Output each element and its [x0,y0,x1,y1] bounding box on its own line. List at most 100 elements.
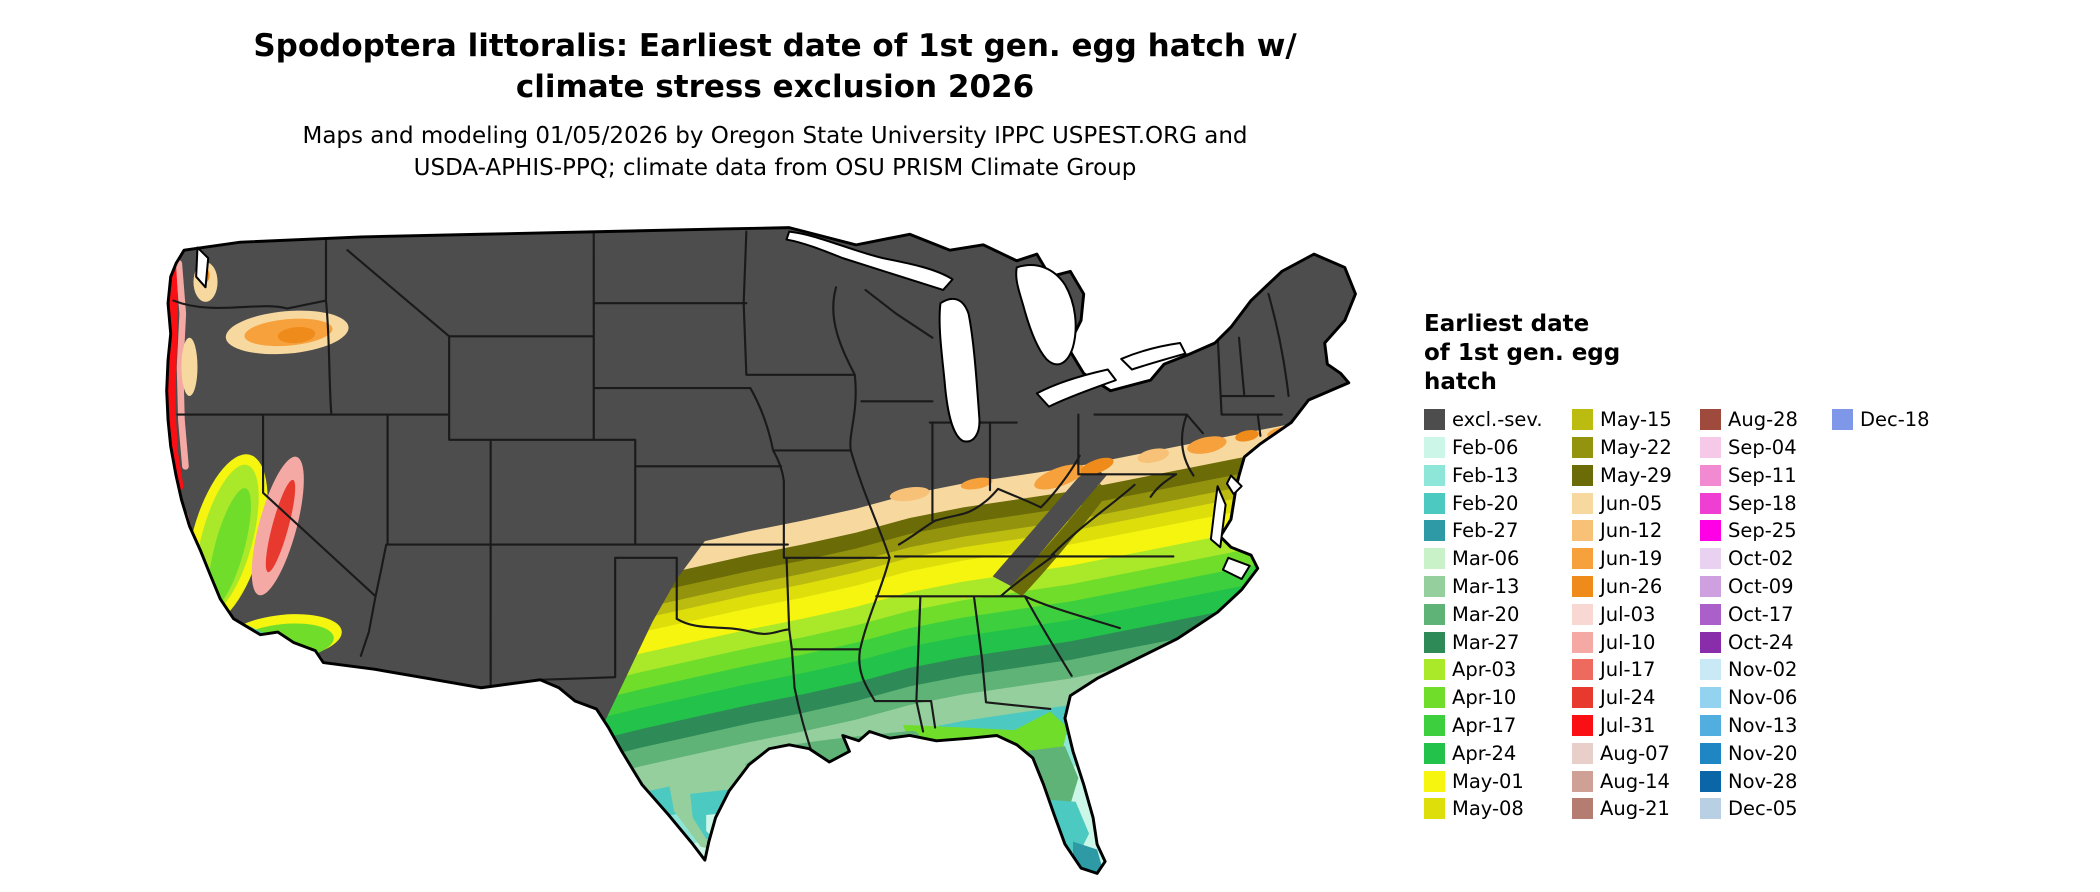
legend-label: Jun-12 [1600,519,1663,543]
legend-swatch-sep18 [1700,492,1721,514]
ohio-valley-deep-orange [1080,457,1114,475]
florida-tip-teal [1073,841,1103,874]
legend-entry-oct17: Oct-17 [1700,603,1832,626]
legend-label: May-01 [1452,769,1524,793]
puget-sound-inlet [195,246,210,289]
legend-title-line-3: hatch [1424,368,1497,395]
legend-entry-nov13: Nov-13 [1700,714,1832,737]
legend-entry-sep11: Sep-11 [1700,464,1832,487]
lake-erie [1035,368,1117,408]
legend-label: Jun-26 [1600,575,1663,599]
legend-swatch-aug07 [1572,742,1593,764]
legend-label: Jul-24 [1600,686,1656,710]
lake-huron [1015,264,1077,366]
legend-swatch-jun26 [1572,576,1593,598]
legend-swatch-aug28 [1700,409,1721,431]
legend-swatch-may29 [1572,464,1593,486]
legend-label: Sep-11 [1728,463,1797,487]
legend-label: Jul-03 [1600,602,1656,626]
legend-label: Aug-28 [1728,408,1798,432]
legend-entry-sep04: Sep-04 [1700,436,1832,459]
legend-label: Apr-03 [1452,658,1517,682]
legend-entry-apr24: Apr-24 [1424,742,1572,765]
legend-label: excl.-sev. [1452,408,1543,432]
legend-entry-jun19: Jun-19 [1572,547,1700,570]
legend-entry-oct02: Oct-02 [1700,547,1832,570]
legend-column: excl.-sev. Feb-06 Feb-13 Feb-20 Feb-27 Mar-06… [1424,408,1572,825]
subtitle-line-2: USDA-APHIS-PPQ; climate data from OSU PR… [413,155,1137,182]
cape-cod-orange [1312,399,1334,411]
legend-label: May-08 [1452,797,1524,821]
legend-label: Sep-25 [1728,519,1797,543]
subtitle-line-1: Maps and modeling 01/05/2026 by Oregon S… [302,123,1248,149]
legend-label: Oct-17 [1728,602,1794,626]
new-jersey-deep-orange [1235,430,1259,442]
title-line-1: Spodoptera littoralis: Earliest date of … [253,28,1297,64]
legend-swatch-nov02 [1700,659,1721,681]
legend-label: Nov-28 [1728,769,1798,793]
legend-swatch-mar20 [1424,603,1445,625]
legend-entry-jun12: Jun-12 [1572,519,1700,542]
legend-label: Jun-05 [1600,491,1663,515]
florida-detail [902,711,1103,874]
legend-column: Dec-18 [1832,408,1930,436]
legend-swatch-feb27 [1424,520,1445,542]
legend-label: Aug-14 [1600,769,1670,793]
central-valley-green [208,488,251,607]
legend-entry-mar27: Mar-27 [1424,631,1572,654]
great-lakes [195,230,1251,581]
legend-swatch-aug21 [1572,798,1593,820]
ohio-valley-orange [1034,464,1085,490]
legend-swatch-jul24 [1572,687,1593,709]
legend-column: Aug-28 Sep-04 Sep-11 Sep-18 Sep-25 Oct-02 Oct-… [1700,408,1832,825]
legend-entry-nov28: Nov-28 [1700,770,1832,793]
page-subtitle: Maps and modeling 01/05/2026 by Oregon S… [0,120,1550,184]
legend-entry-excl: excl.-sev. [1424,408,1572,431]
legend-entry-feb06: Feb-06 [1424,436,1572,459]
legend-label: Feb-20 [1452,491,1519,515]
legend-title-line-1: Earliest date [1424,311,1590,337]
legend-label: Apr-24 [1452,741,1517,765]
legend-swatch-nov06 [1700,687,1721,709]
legend-swatch-jul03 [1572,603,1593,625]
legend-swatch-oct17 [1700,603,1721,625]
legend-entry-feb13: Feb-13 [1424,464,1572,487]
legend-entry-may29: May-29 [1572,464,1700,487]
legend-swatch-feb20 [1424,492,1445,514]
legend-swatch-oct02 [1700,548,1721,570]
legend-label: Mar-27 [1452,630,1520,654]
legend-swatch-apr24 [1424,742,1445,764]
legend-label: Nov-13 [1728,714,1798,738]
legend-label: May-29 [1600,463,1672,487]
legend-column: May-15 May-22 May-29 Jun-05 Jun-12 Jun-19 Jun-… [1572,408,1700,825]
legend-label: Mar-13 [1452,575,1520,599]
legend-entry-mar20: Mar-20 [1424,603,1572,626]
legend-entry-may08: May-08 [1424,797,1572,820]
legend-label: May-22 [1600,436,1672,460]
legend-label: Dec-18 [1860,408,1930,432]
legend-entry-jun26: Jun-26 [1572,575,1700,598]
chesapeake-bay [1209,485,1227,549]
legend-label: Feb-13 [1452,463,1519,487]
legend-entry-dec18: Dec-18 [1832,408,1930,431]
legend-swatch-excl [1424,409,1445,431]
legend-label: Nov-02 [1728,658,1798,682]
legend-entry-jul03: Jul-03 [1572,603,1700,626]
legend-entry-may15: May-15 [1572,408,1700,431]
legend-swatch-jun05 [1572,492,1593,514]
legend-entry-aug14: Aug-14 [1572,770,1700,793]
legend-swatch-mar13 [1424,576,1445,598]
legend-entry-nov06: Nov-06 [1700,686,1832,709]
appalachian-dark-streak [1008,483,1110,597]
legend-label: Aug-07 [1600,741,1670,765]
legend-label: Jun-19 [1600,547,1663,571]
legend-title-line-2: of 1st gen. egg [1424,339,1621,366]
legend-swatch-jul17 [1572,659,1593,681]
legend-entry-aug07: Aug-07 [1572,742,1700,765]
legend-entry-nov02: Nov-02 [1700,658,1832,681]
pacific-coast-pink-strip [175,260,189,470]
legend-swatch-jul10 [1572,631,1593,653]
legend-entry-aug21: Aug-21 [1572,797,1700,820]
legend-swatch-apr03 [1424,659,1445,681]
